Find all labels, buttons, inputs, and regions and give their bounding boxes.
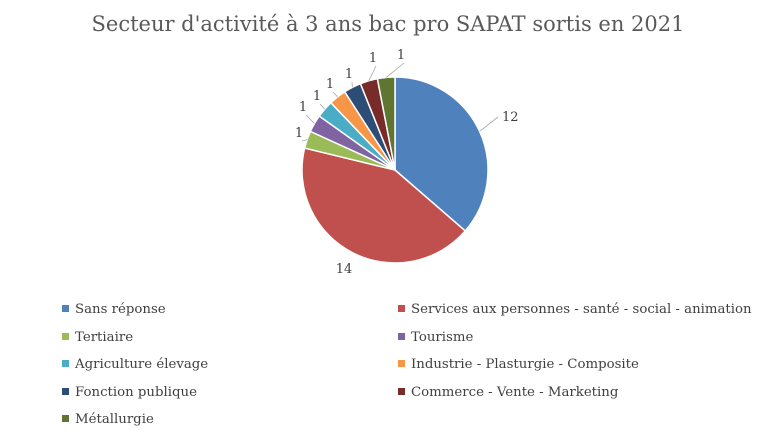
legend-label: Métallurgie xyxy=(75,412,154,427)
legend-label: Tertiaire xyxy=(75,329,134,345)
legend-swatch xyxy=(398,360,405,367)
data-label-4: 1 xyxy=(299,100,307,115)
pie-slice-9 xyxy=(376,76,396,171)
legend-swatch xyxy=(398,332,405,340)
legend-swatch xyxy=(62,387,69,395)
leader-line-6 xyxy=(332,91,338,98)
legend-swatch xyxy=(62,305,69,312)
legend-swatch xyxy=(62,360,69,367)
leader-line-3 xyxy=(301,139,308,142)
leader-line-5 xyxy=(319,103,325,110)
legend-item-8: Commerce - Vente - Marketing xyxy=(398,385,618,400)
leader-line-8 xyxy=(368,65,377,81)
legend-item-7: Fonction publique xyxy=(62,385,197,400)
legend-swatch xyxy=(398,387,405,395)
data-label-1: 12 xyxy=(502,110,519,125)
legend-swatch xyxy=(62,332,69,340)
legend-item-3: Tertiaire xyxy=(62,330,133,345)
legend-item-4: Tourisme xyxy=(398,330,473,345)
data-label-6: 1 xyxy=(326,77,334,92)
legend-swatch xyxy=(62,415,69,422)
data-label-5: 1 xyxy=(313,89,321,104)
pie-slice-2 xyxy=(301,147,467,264)
legend-item-9: Métallurgie xyxy=(62,412,154,427)
legend-label: Industrie - Plasturgie - Composite xyxy=(411,357,639,372)
leader-line-1 xyxy=(479,116,499,132)
data-label-7: 1 xyxy=(345,67,353,82)
legend-item-2: Services aux personnes - santé - social … xyxy=(398,302,752,317)
data-label-3: 1 xyxy=(295,126,303,141)
legend-item-6: Industrie - Plasturgie - Composite xyxy=(398,357,639,372)
data-label-9: 1 xyxy=(397,48,405,63)
legend-label: Commerce - Vente - Marketing xyxy=(411,384,619,400)
chart-title: Secteur d'activité à 3 ans bac pro SAPAT… xyxy=(91,12,685,36)
leader-line-9 xyxy=(385,62,405,78)
legend-item-5: Agriculture élevage xyxy=(62,357,208,372)
legend-label: Sans réponse xyxy=(75,302,166,317)
legend-label: Agriculture élevage xyxy=(75,357,209,372)
data-label-8: 1 xyxy=(369,51,377,66)
data-label-2: 14 xyxy=(336,262,353,277)
legend-item-1: Sans réponse xyxy=(62,302,166,317)
leader-line-4 xyxy=(305,114,315,124)
legend-label: Services aux personnes - santé - social … xyxy=(411,302,752,317)
legend-label: Fonction publique xyxy=(75,384,197,400)
pie-slice-1 xyxy=(394,76,489,232)
legend-swatch xyxy=(398,305,405,312)
legend-label: Tourisme xyxy=(411,329,474,345)
